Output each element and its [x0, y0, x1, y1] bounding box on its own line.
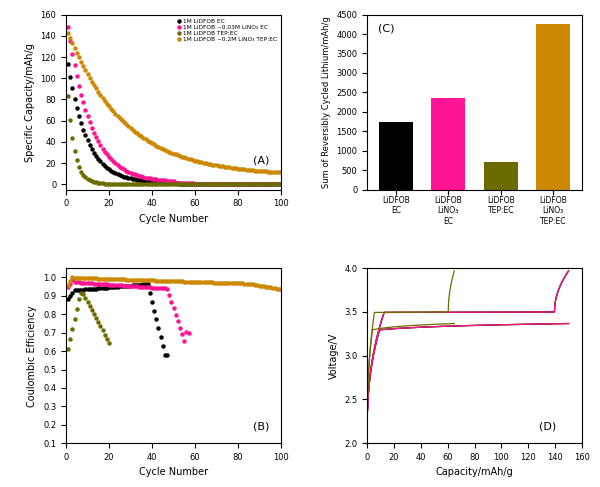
- 1M LiDFOB ~0.2M LiNO₃ TEP:EC: [266, 169, 274, 175]
- 1M LiDFOB ~0.2M LiNO₃ TEP:EC: [65, 30, 72, 36]
- Text: (A): (A): [253, 155, 269, 165]
- 1M LiDFOB TEP:EC: [260, 181, 268, 187]
- Y-axis label: Specific Capacity/mAh/g: Specific Capacity/mAh/g: [25, 43, 35, 162]
- 1M LiDFOB ~0.03M LiNO₃ EC: [174, 180, 181, 186]
- 1M LiDFOB EC: [260, 181, 268, 187]
- Bar: [379, 122, 413, 189]
- 1M LiDFOB TEP:EC: [277, 181, 284, 187]
- 1M LiDFOB EC: [277, 181, 284, 187]
- Line: 1M LiDFOB ~0.03M LiNO₃ EC: 1M LiDFOB ~0.03M LiNO₃ EC: [67, 25, 283, 186]
- 1M LiDFOB EC: [191, 181, 199, 187]
- Y-axis label: Sum of Reversibly Cycled Lithium/mAh/g: Sum of Reversibly Cycled Lithium/mAh/g: [322, 16, 331, 188]
- 1M LiDFOB ~0.03M LiNO₃ EC: [266, 181, 274, 187]
- Line: 1M LiDFOB ~0.2M LiNO₃ TEP:EC: 1M LiDFOB ~0.2M LiNO₃ TEP:EC: [67, 31, 283, 174]
- 1M LiDFOB ~0.03M LiNO₃ EC: [114, 162, 121, 168]
- 1M LiDFOB ~0.2M LiNO₃ TEP:EC: [260, 169, 268, 174]
- 1M LiDFOB ~0.03M LiNO₃ EC: [260, 181, 268, 187]
- Text: (B): (B): [253, 421, 269, 431]
- 1M LiDFOB EC: [106, 167, 113, 172]
- 1M LiDFOB TEP:EC: [266, 181, 274, 187]
- 1M LiDFOB ~0.2M LiNO₃ TEP:EC: [114, 113, 121, 119]
- 1M LiDFOB TEP:EC: [174, 181, 181, 187]
- X-axis label: Capacity/mAh/g: Capacity/mAh/g: [436, 468, 514, 477]
- 1M LiDFOB ~0.2M LiNO₃ TEP:EC: [174, 152, 181, 158]
- 1M LiDFOB EC: [114, 171, 121, 177]
- 1M LiDFOB ~0.2M LiNO₃ TEP:EC: [191, 158, 199, 164]
- Bar: [484, 162, 518, 189]
- Line: 1M LiDFOB TEP:EC: 1M LiDFOB TEP:EC: [67, 94, 283, 186]
- 1M LiDFOB ~0.03M LiNO₃ EC: [106, 154, 113, 160]
- Text: (D): (D): [539, 421, 556, 431]
- Legend: 1M LiDFOB EC, 1M LiDFOB ~0.03M LiNO₃ EC, 1M LiDFOB TEP:EC, 1M LiDFOB ~0.2M LiNO₃: 1M LiDFOB EC, 1M LiDFOB ~0.03M LiNO₃ EC,…: [175, 18, 278, 43]
- 1M LiDFOB ~0.2M LiNO₃ TEP:EC: [106, 103, 113, 109]
- Bar: [536, 24, 570, 189]
- X-axis label: Cycle Number: Cycle Number: [139, 468, 208, 477]
- Y-axis label: Coulombic Efficiency: Coulombic Efficiency: [28, 305, 37, 407]
- 1M LiDFOB EC: [65, 61, 72, 67]
- 1M LiDFOB TEP:EC: [106, 181, 113, 187]
- 1M LiDFOB EC: [266, 181, 274, 187]
- 1M LiDFOB ~0.2M LiNO₃ TEP:EC: [277, 169, 284, 175]
- 1M LiDFOB ~0.03M LiNO₃ EC: [191, 181, 199, 187]
- 1M LiDFOB TEP:EC: [191, 181, 199, 187]
- 1M LiDFOB TEP:EC: [114, 181, 121, 187]
- X-axis label: Cycle Number: Cycle Number: [139, 214, 208, 224]
- 1M LiDFOB ~0.03M LiNO₃ EC: [65, 24, 72, 30]
- 1M LiDFOB TEP:EC: [65, 93, 72, 99]
- 1M LiDFOB EC: [174, 181, 181, 187]
- Text: (C): (C): [378, 23, 394, 33]
- Line: 1M LiDFOB EC: 1M LiDFOB EC: [67, 62, 283, 186]
- 1M LiDFOB ~0.03M LiNO₃ EC: [277, 181, 284, 187]
- Y-axis label: Voltage/V: Voltage/V: [328, 333, 338, 379]
- Bar: [431, 98, 466, 189]
